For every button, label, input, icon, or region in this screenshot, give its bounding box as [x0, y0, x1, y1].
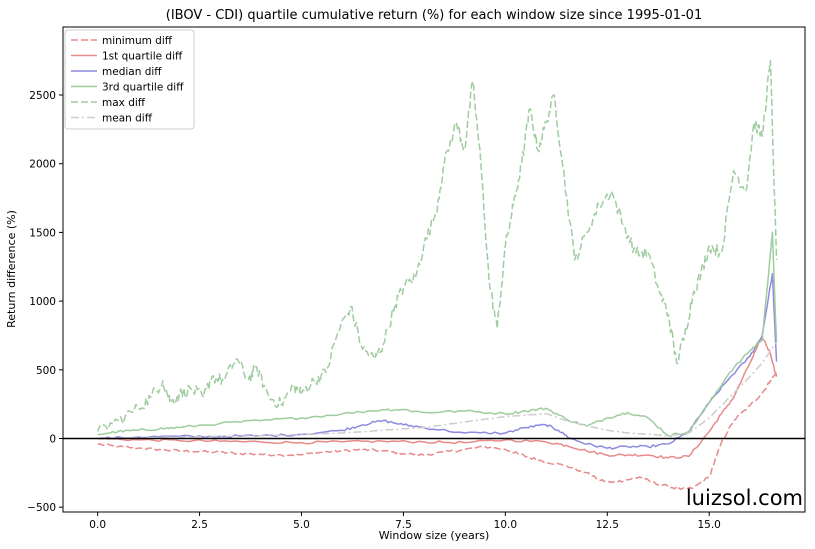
- legend-label-minimum-diff: minimum diff: [102, 35, 173, 47]
- legend-box: [64, 29, 195, 130]
- series-line-1st-quartile-diff: [97, 336, 778, 459]
- y-tick-label: 1500: [29, 227, 56, 239]
- y-tick-label: 2500: [29, 90, 56, 102]
- legend-label-median-diff: median diff: [102, 66, 162, 78]
- y-tick-label: 500: [36, 365, 56, 377]
- x-tick-label: 2.5: [191, 519, 208, 531]
- y-tick-label: 0: [49, 433, 56, 445]
- series-line-3rd-quartile-diff: [97, 231, 778, 437]
- legend-label-1st-quartile-diff: 1st quartile diff: [102, 51, 183, 63]
- x-tick-label: 0.0: [89, 519, 106, 531]
- series-line-median-diff: [97, 272, 778, 450]
- series-layer: [96, 59, 778, 491]
- legend-label-mean-diff: mean diff: [102, 113, 153, 125]
- series-line-minimum-diff: [97, 372, 778, 491]
- legend: minimum diff 1st quartile diff median diff…: [64, 29, 195, 130]
- plot-frame: [62, 26, 806, 513]
- x-axis-ticks: 0.0 2.5 5.0 7.5 10.0 12.5 15.0: [89, 512, 721, 531]
- y-tick-label: 1000: [29, 296, 56, 308]
- y-axis-ticks: −500 0 500 1000 1500 2000 2500: [27, 90, 63, 514]
- legend-label-max-diff: max diff: [102, 97, 146, 109]
- y-tick-label: −500: [27, 502, 56, 514]
- x-tick-label: 15.0: [697, 519, 720, 531]
- series-line-max-diff: [96, 59, 778, 432]
- y-axis-label: Return difference (%): [5, 210, 18, 328]
- x-tick-label: 10.0: [494, 519, 517, 531]
- x-tick-label: 12.5: [596, 519, 619, 531]
- chart-title: (IBOV - CDI) quartile cumulative return …: [166, 8, 702, 23]
- y-tick-label: 2000: [29, 159, 56, 171]
- series-line-mean-diff: [97, 341, 778, 440]
- x-axis-label: Window size (years): [379, 529, 490, 542]
- x-tick-label: 7.5: [395, 519, 412, 531]
- x-tick-label: 5.0: [293, 519, 310, 531]
- watermark: luizsol.com: [686, 486, 803, 510]
- legend-label-3rd-quartile-diff: 3rd quartile diff: [102, 82, 184, 94]
